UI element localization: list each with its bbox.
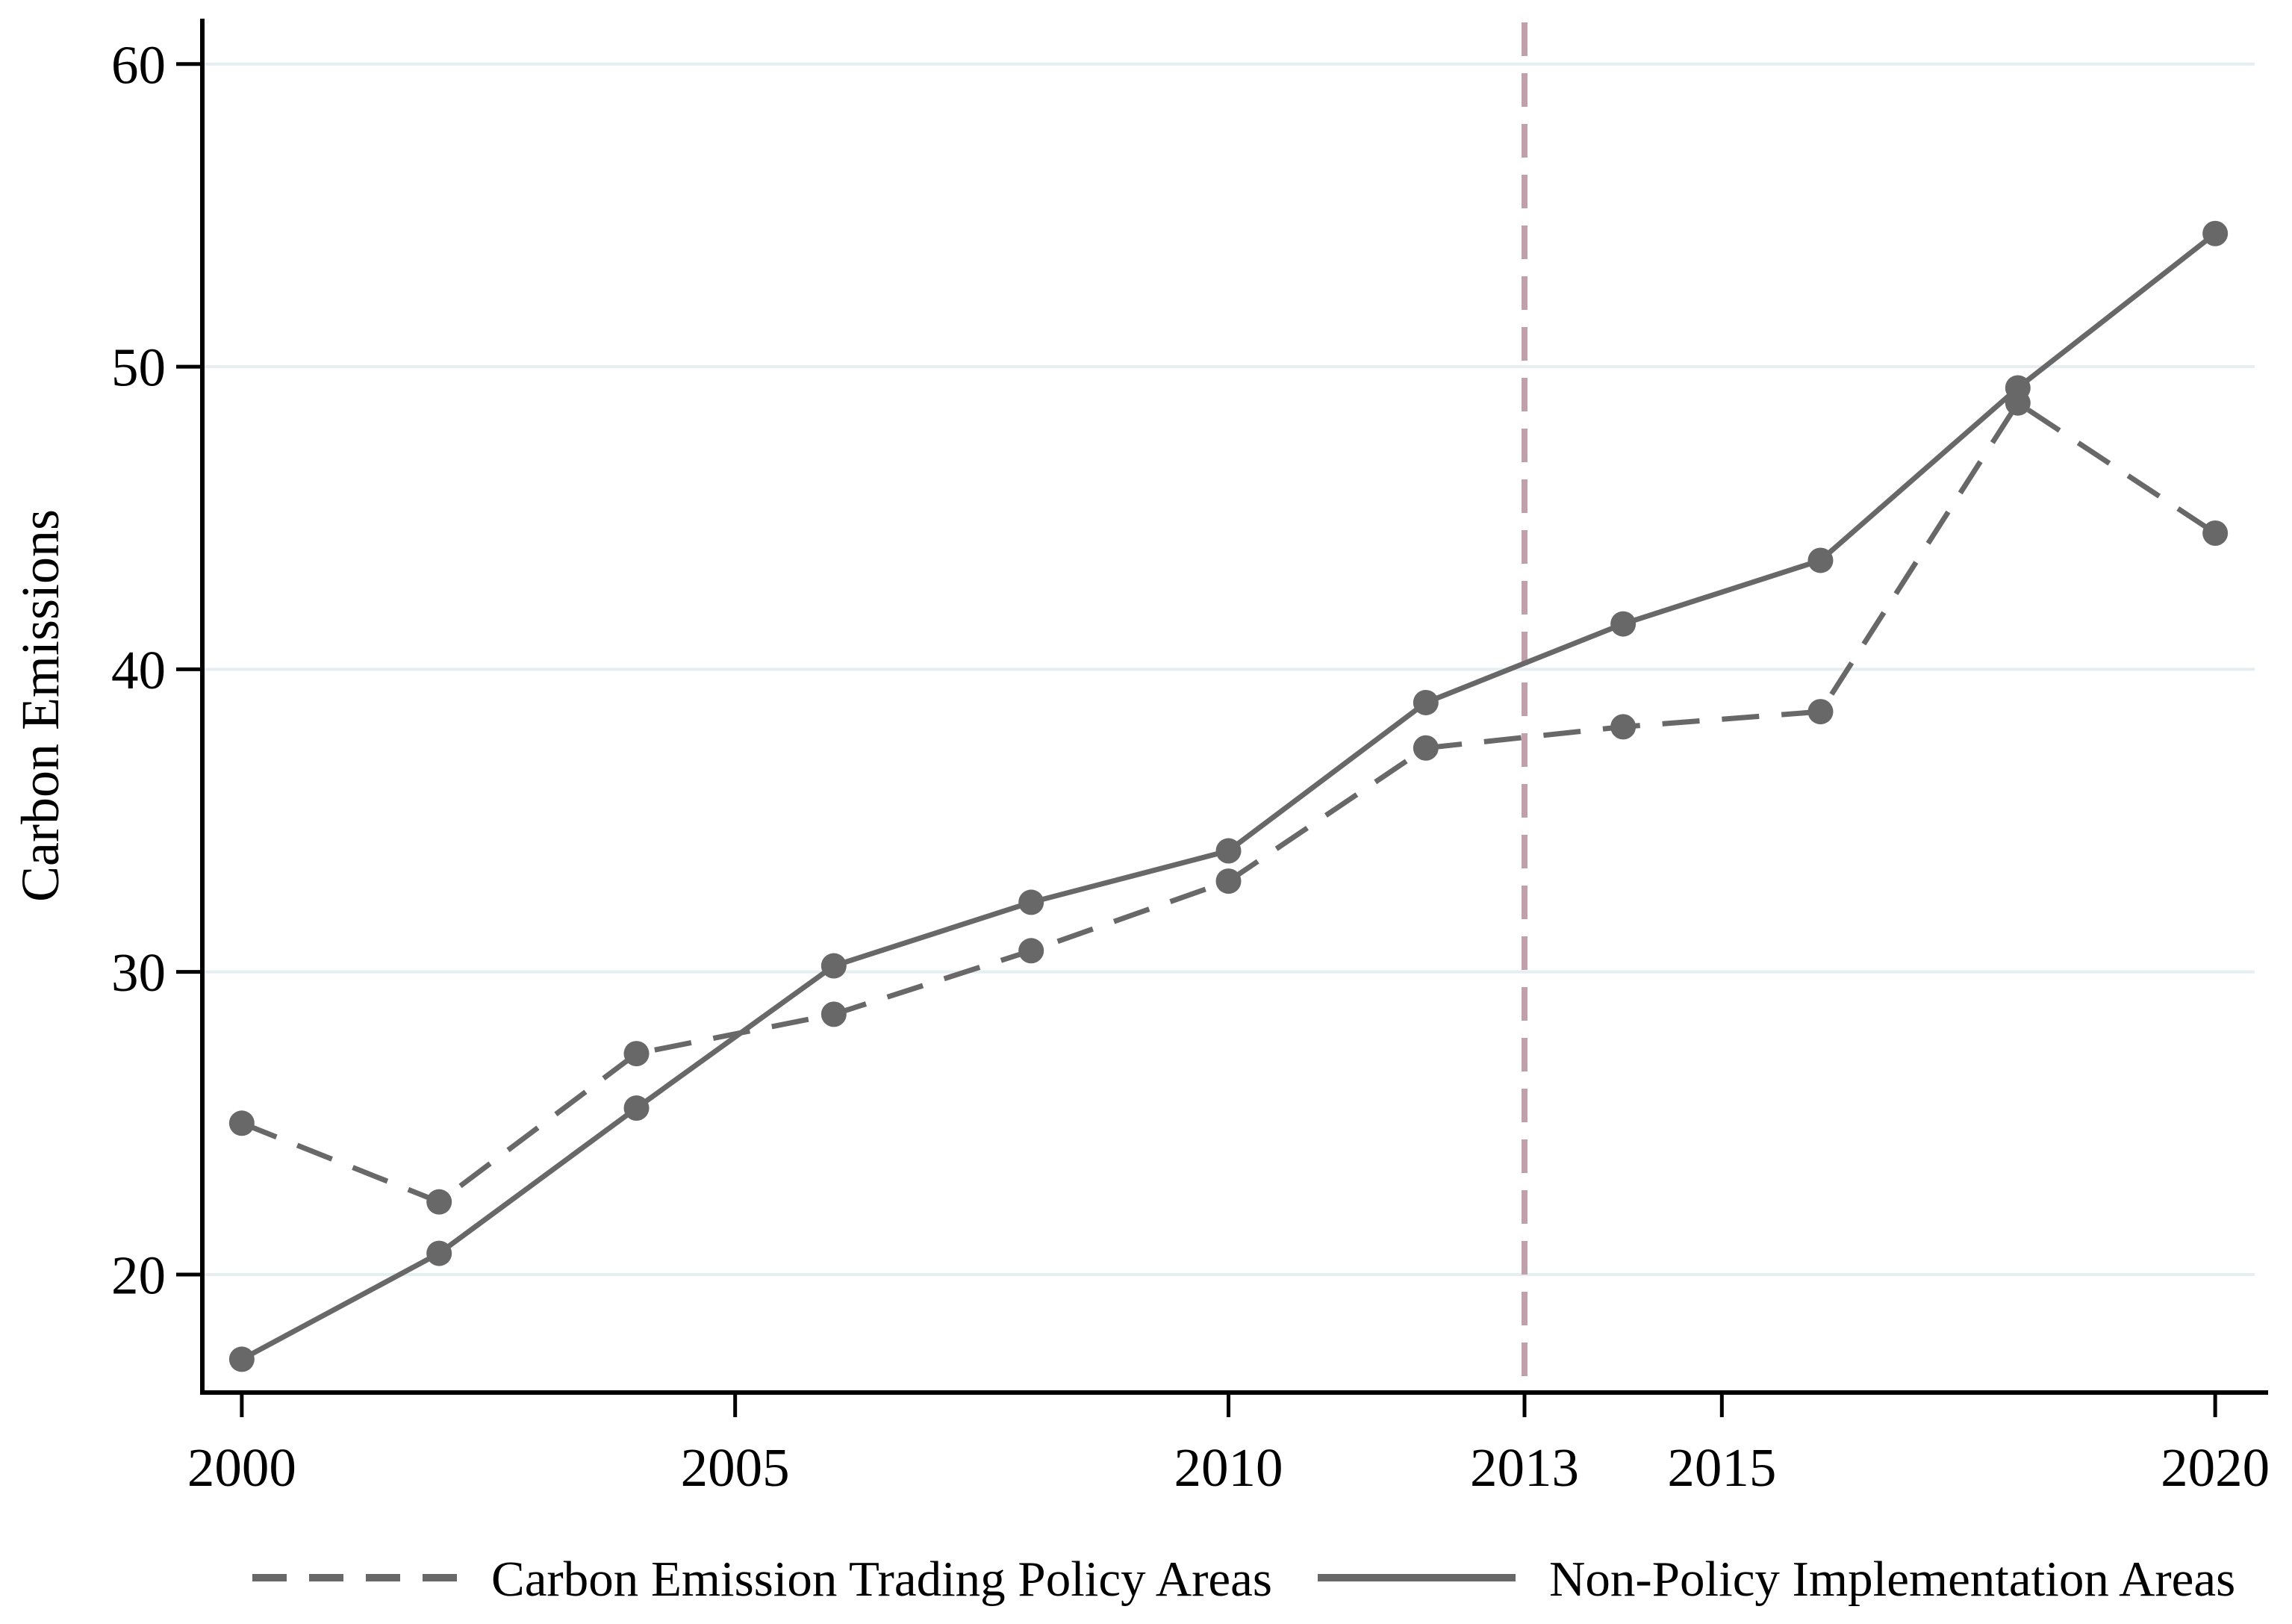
data-point-marker <box>1215 868 1242 895</box>
series-line-policy <box>240 400 2217 1205</box>
axes <box>200 19 2268 1395</box>
data-point-marker <box>820 1001 847 1027</box>
data-point-marker <box>228 1346 255 1372</box>
data-point-marker <box>2202 520 2229 546</box>
x-tick-label: 2020 <box>2161 1437 2270 1498</box>
y-tick-label: 50 <box>111 337 166 398</box>
data-point-marker <box>1610 611 1637 637</box>
data-point-marker <box>426 1189 452 1215</box>
data-point-marker <box>820 953 847 979</box>
data-point-marker <box>1018 938 1044 964</box>
data-point-marker <box>426 1240 452 1266</box>
data-point-marker <box>623 1095 650 1121</box>
y-tick-label: 20 <box>111 1245 166 1305</box>
data-point-marker <box>228 1110 255 1136</box>
data-point-marker <box>1807 699 1834 725</box>
y-axis-ticks: 20 30 40 50 60 <box>111 34 201 1305</box>
legend-label-nonpolicy: Non-Policy Implementation Areas <box>1549 1552 2235 1607</box>
gridlines <box>202 62 2255 1276</box>
data-series <box>228 220 2229 1372</box>
x-tick-label: 2000 <box>187 1437 296 1498</box>
data-point-marker <box>1413 689 1439 715</box>
data-point-marker <box>2202 220 2229 246</box>
y-tick-label: 40 <box>111 640 166 700</box>
x-tick-label: 2005 <box>681 1437 790 1498</box>
data-point-marker <box>1610 714 1637 740</box>
y-axis-title: Carbon Emissions <box>10 509 70 902</box>
data-point-marker <box>1413 735 1439 761</box>
y-tick-label: 30 <box>111 942 166 1003</box>
data-point-marker <box>1215 838 1242 864</box>
legend-label-policy: Carbon Emission Trading Policy Areas <box>491 1552 1272 1607</box>
data-point-marker <box>623 1041 650 1067</box>
data-point-marker <box>1018 889 1044 915</box>
legend: Carbon Emission Trading Policy Areas Non… <box>252 1552 2235 1607</box>
data-point-marker <box>1807 547 1834 573</box>
y-tick-label: 60 <box>111 34 166 95</box>
x-tick-label: 2013 <box>1470 1437 1579 1498</box>
data-point-marker <box>2005 375 2031 401</box>
x-tick-label: 2010 <box>1174 1437 1283 1498</box>
x-tick-label: 2015 <box>1667 1437 1776 1498</box>
x-axis-ticks: 2000 2005 2010 2013 2015 2020 <box>187 1395 2270 1498</box>
series-line-nonpolicy <box>240 231 2217 1362</box>
